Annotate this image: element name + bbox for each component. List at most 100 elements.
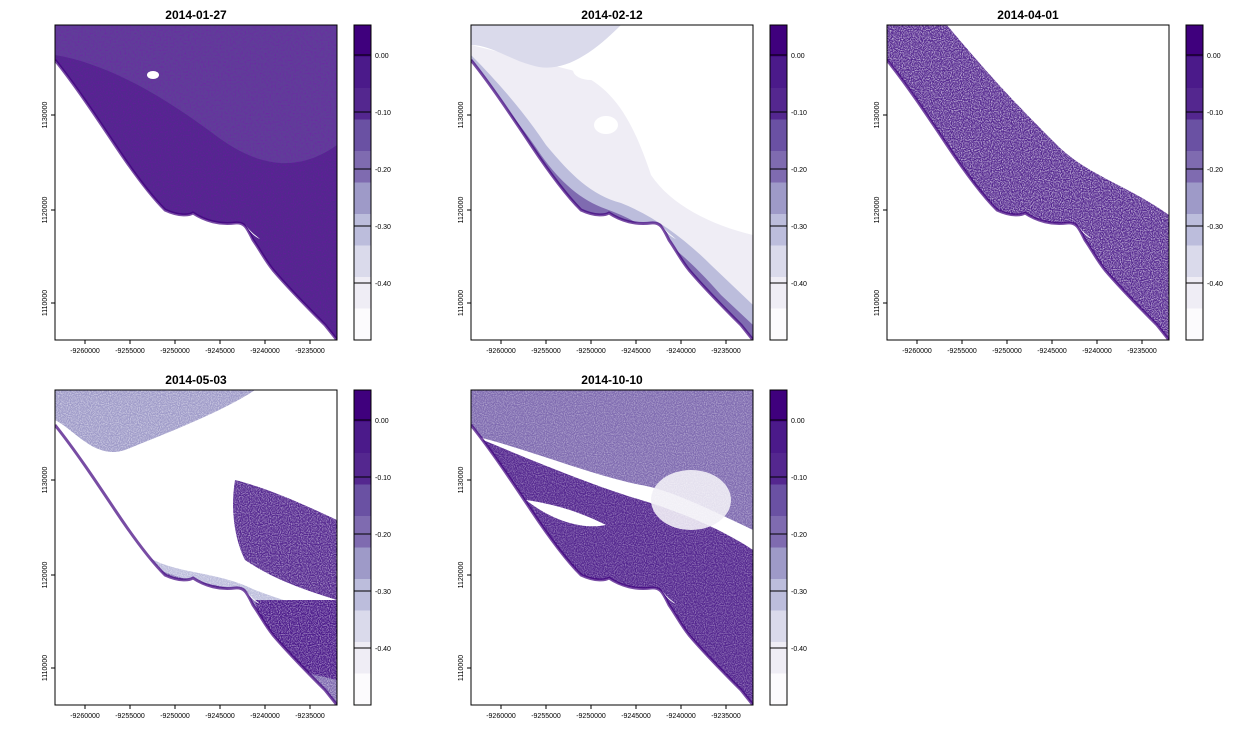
legend-swatch: [1186, 88, 1203, 120]
legend-swatch: [354, 182, 371, 215]
legend-label: -0.40: [791, 646, 807, 653]
raster-layer: [55, 25, 337, 340]
panel-title: 2014-02-12: [581, 8, 643, 22]
x-tick-label: -9245000: [205, 348, 235, 355]
plot-frame: [470, 389, 754, 706]
legend-swatch: [1186, 25, 1203, 57]
legend-swatch: [354, 245, 371, 278]
x-tick-label: -9255000: [531, 348, 561, 355]
x-tick-label: -9235000: [295, 348, 325, 355]
map-panel: 2014-02-12 -9260000 -9255000 -9250000 -92450…: [458, 8, 807, 355]
legend-label: -0.20: [375, 532, 391, 539]
legend-swatch: [770, 308, 787, 341]
legend-label: -0.20: [791, 532, 807, 539]
legend-swatch: [770, 214, 787, 246]
legend-swatch: [770, 245, 787, 278]
legend-swatch: [770, 182, 787, 215]
legend-swatch: [1186, 56, 1203, 89]
x-tick-label: -9235000: [295, 713, 325, 720]
x-tick-label: -9235000: [711, 348, 741, 355]
map-panel: 2014-04-01 -9260000 -9255000 -9250000 -92450…: [874, 8, 1223, 355]
x-tick-label: -9250000: [576, 713, 606, 720]
legend-swatch: [1186, 308, 1203, 341]
legend-label: 0.00: [375, 53, 389, 60]
legend-label: -0.30: [791, 224, 807, 231]
plot-frame: [470, 24, 754, 341]
legend-swatch: [354, 547, 371, 580]
x-tick-label: -9240000: [666, 713, 696, 720]
land-mask: [55, 60, 337, 340]
land-mask: [471, 425, 753, 705]
legend-swatch: [1186, 119, 1203, 152]
legend-swatch: [770, 25, 787, 57]
x-tick-label: -9250000: [576, 348, 606, 355]
legend-swatch: [354, 610, 371, 643]
legend-colorbar: 0.00 -0.10 -0.20 -0.30 -0.40: [769, 389, 807, 706]
legend-label: 0.00: [791, 418, 805, 425]
legend-swatch: [354, 421, 371, 454]
x-tick-label: -9245000: [621, 713, 651, 720]
legend-colorbar: 0.00 -0.10 -0.20 -0.30 -0.40: [769, 24, 807, 341]
raster-layer: [55, 390, 337, 705]
legend-label: -0.10: [791, 475, 807, 482]
legend-swatch: [354, 642, 371, 674]
x-tick-label: -9235000: [711, 713, 741, 720]
legend-label: -0.30: [375, 589, 391, 596]
legend-swatch: [354, 277, 371, 309]
panel-title: 2014-04-01: [997, 8, 1059, 22]
legend-swatch: [770, 673, 787, 706]
y-tick-label: 1130000: [42, 102, 49, 129]
map-panel: 2014-05-03 -9260000 -9255000 -9250000 -92450…: [42, 373, 391, 720]
legend-swatch: [770, 56, 787, 89]
y-tick-label: 1130000: [458, 467, 465, 494]
y-tick-label: 1110000: [458, 290, 465, 316]
x-tick-label: -9245000: [205, 713, 235, 720]
x-tick-label: -9255000: [115, 713, 145, 720]
legend-label: 0.00: [791, 53, 805, 60]
legend-swatch: [770, 484, 787, 517]
legend-swatch: [354, 88, 371, 120]
panel-title: 2014-01-27: [165, 8, 227, 22]
legend-colorbar: 0.00 -0.10 -0.20 -0.30 -0.40: [353, 24, 391, 341]
legend-swatch: [354, 56, 371, 89]
raster-layer: [887, 25, 1169, 340]
x-tick-label: -9240000: [666, 348, 696, 355]
legend-swatch: [354, 119, 371, 152]
legend-swatch: [770, 547, 787, 580]
legend-swatch: [354, 308, 371, 341]
plot-frame: [54, 389, 338, 706]
legend-label: -0.20: [375, 167, 391, 174]
legend-swatch: [770, 642, 787, 674]
legend-swatch: [770, 390, 787, 422]
x-tick-label: -9255000: [531, 713, 561, 720]
y-tick-label: 1130000: [458, 102, 465, 129]
x-tick-label: -9245000: [1037, 348, 1067, 355]
x-tick-label: -9255000: [947, 348, 977, 355]
legend-label: -0.40: [375, 281, 391, 288]
legend-label: -0.10: [375, 475, 391, 482]
panel-title: 2014-05-03: [165, 373, 227, 387]
y-tick-label: 1110000: [874, 290, 881, 316]
legend-label: -0.10: [375, 110, 391, 117]
legend-swatch: [770, 516, 787, 548]
y-tick-label: 1120000: [458, 197, 465, 224]
y-tick-label: 1120000: [42, 197, 49, 224]
raster-layer: [471, 25, 753, 340]
map-panel: 2014-10-10 -9260000 -9255000 -9250000 -92450…: [458, 373, 807, 720]
x-tick-label: -9250000: [160, 348, 190, 355]
land-mask: [471, 60, 753, 340]
x-tick-label: -9260000: [486, 348, 516, 355]
x-tick-label: -9250000: [992, 348, 1022, 355]
x-tick-label: -9260000: [902, 348, 932, 355]
legend-swatch: [770, 151, 787, 183]
x-tick-label: -9250000: [160, 713, 190, 720]
panel-title: 2014-10-10: [581, 373, 643, 387]
legend-swatch: [770, 88, 787, 120]
x-tick-label: -9240000: [250, 713, 280, 720]
legend-label: -0.30: [375, 224, 391, 231]
y-tick-label: 1110000: [458, 655, 465, 681]
legend-swatch: [770, 421, 787, 454]
raster-layer: [471, 390, 753, 705]
x-tick-label: -9260000: [486, 713, 516, 720]
legend-label: -0.40: [1207, 281, 1223, 288]
